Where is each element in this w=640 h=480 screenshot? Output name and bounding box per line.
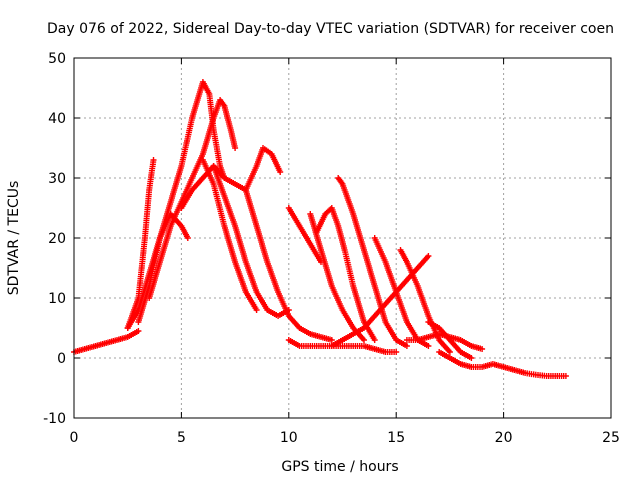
y-tick-label: 50 [48, 51, 66, 67]
y-tick-label: 0 [57, 351, 66, 367]
grid-lines [74, 58, 611, 418]
x-axis-label: GPS time / hours [281, 459, 398, 475]
series-arc-3 [135, 79, 228, 325]
x-tick-label: 20 [495, 430, 513, 446]
series-arc-13 [335, 175, 410, 349]
series-marks-arc-7 [210, 163, 292, 319]
series-marks-arc-13 [335, 175, 410, 349]
series-marks-arc-10 [285, 337, 400, 355]
series-arc-8 [242, 187, 335, 343]
x-tick-label: 10 [280, 430, 298, 446]
series-arc-9 [285, 205, 324, 265]
series-marks-arc-8 [242, 187, 335, 343]
series-marks-arc-11 [307, 211, 367, 343]
x-tick-label: 25 [602, 430, 620, 446]
x-tick-label: 5 [177, 430, 186, 446]
x-tick-label: 15 [387, 430, 405, 446]
y-tick-label: 20 [48, 231, 66, 247]
series-marks-arc-9 [285, 205, 324, 265]
y-tick-label: 30 [48, 171, 66, 187]
series-marks-arc-6 [199, 157, 260, 313]
data-marks [71, 79, 569, 379]
series-arc-11 [307, 211, 367, 343]
series-arc-7 [210, 163, 292, 319]
series-marks-arc-3 [135, 79, 228, 325]
series-arc-6 [199, 157, 260, 313]
chart-title: Day 076 of 2022, Sidereal Day-to-day VTE… [47, 21, 614, 37]
series-marks-tail [436, 349, 569, 379]
x-tick-label: 0 [70, 430, 79, 446]
series-marks-arc-18 [425, 319, 475, 361]
series-marks-arc-16 [328, 253, 432, 349]
y-tick-label: 40 [48, 111, 66, 127]
y-tick-label: 10 [48, 291, 66, 307]
y-tick-label: -10 [43, 411, 66, 427]
y-axis-label: SDTVAR / TECUs [6, 181, 22, 296]
series-arc-16 [328, 253, 432, 349]
series-arc-18 [425, 319, 475, 361]
series-arc-10 [285, 337, 400, 355]
series-tail [436, 349, 569, 379]
